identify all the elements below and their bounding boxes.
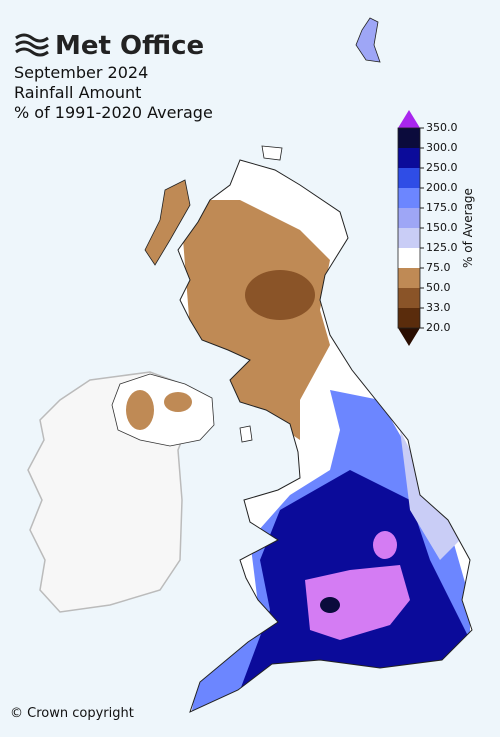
colorbar-tick-label: 350.0 <box>426 121 458 134</box>
logo-text: Met Office <box>55 31 204 61</box>
rain-region <box>373 531 397 559</box>
rain-region <box>126 390 154 430</box>
colorbar-bin <box>398 288 420 308</box>
colorbar-label: % of Average <box>461 188 475 268</box>
colorbar-bin <box>398 248 420 268</box>
colorbar-bin <box>398 228 420 248</box>
colorbar-bin <box>398 208 420 228</box>
colorbar: 20.0 33.0 50.0 75.0 125.0 150.0 175.0 200.0 250.… <box>397 110 475 346</box>
colorbar-under <box>398 328 420 346</box>
logo-icon <box>15 33 49 57</box>
colorbar-tick-label: 75.0 <box>426 261 451 274</box>
colorbar-tick-label: 200.0 <box>426 181 458 194</box>
colorbar-tick-label: 250.0 <box>426 161 458 174</box>
colorbar-tick-label: 125.0 <box>426 241 458 254</box>
title-line: September 2024 <box>14 63 148 82</box>
colorbar-tick-label: 150.0 <box>426 221 458 234</box>
colorbar-bin <box>398 268 420 288</box>
title-line: % of 1991-2020 Average <box>14 103 213 122</box>
colorbar-tick-label: 20.0 <box>426 321 451 334</box>
rain-region <box>164 392 192 412</box>
colorbar-tick-label: 300.0 <box>426 141 458 154</box>
coastline <box>177 159 473 713</box>
isle-of-man <box>239 425 253 443</box>
colorbar-bin <box>398 148 420 168</box>
colorbar-bin <box>398 168 420 188</box>
rain-region <box>320 597 340 613</box>
shetland <box>355 17 381 63</box>
colorbar-over <box>398 110 420 128</box>
colorbar-tick-label: 175.0 <box>426 201 458 214</box>
rain-region <box>180 200 330 440</box>
rain-region <box>245 270 315 320</box>
rain-region <box>305 565 410 640</box>
colorbar-bin <box>398 128 420 148</box>
title-line: Rainfall Amount <box>14 83 141 102</box>
colorbar-tick-label: 33.0 <box>426 301 451 314</box>
outer-hebrides <box>144 179 191 266</box>
colorbar-tick-label: 50.0 <box>426 281 451 294</box>
orkney <box>261 145 283 161</box>
copyright: © Crown copyright <box>10 706 134 721</box>
colorbar-bin <box>398 188 420 208</box>
colorbar-bin <box>398 308 420 328</box>
